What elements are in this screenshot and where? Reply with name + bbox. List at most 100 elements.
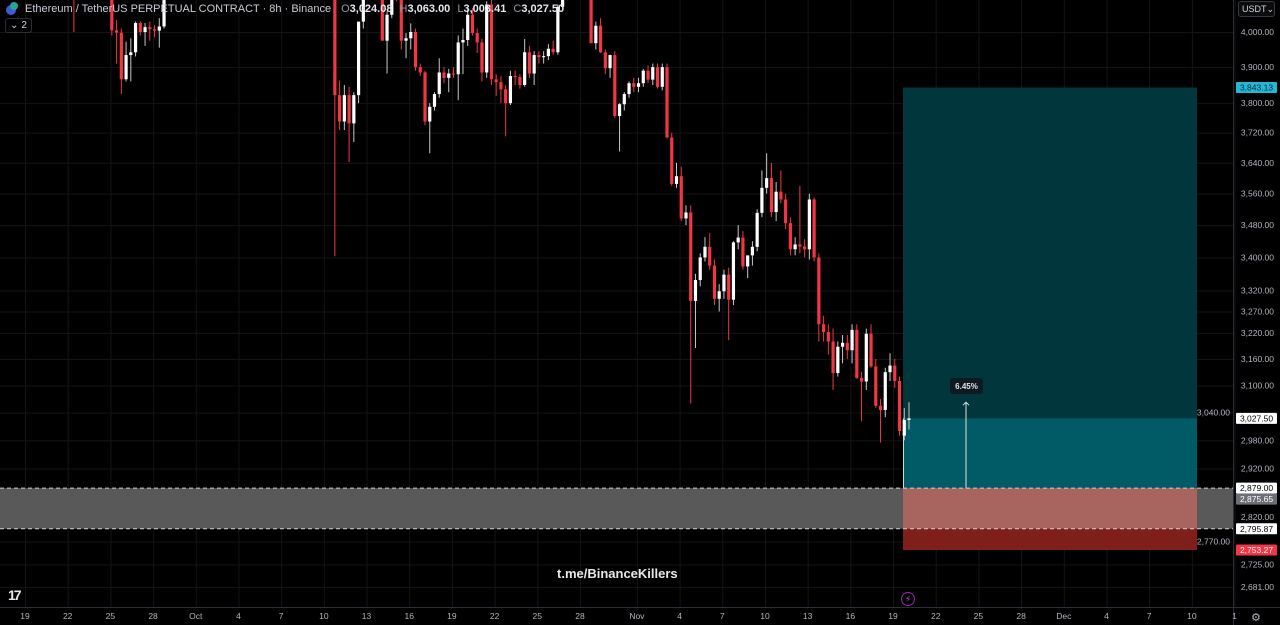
candle [622, 94, 626, 105]
tradingview-logo[interactable]: 17 [8, 587, 22, 603]
candle [532, 55, 536, 74]
candle [489, 4, 494, 80]
profit-zone [903, 418, 1197, 489]
candle [138, 23, 142, 32]
currency-selector[interactable]: USDT ⌄ [1238, 1, 1275, 17]
candle [461, 39, 465, 43]
time-tick-label: 16 [404, 611, 414, 621]
candle [765, 178, 769, 188]
candle [475, 33, 479, 43]
price-label-badge [1236, 482, 1277, 494]
time-tick-label: 25 [533, 611, 543, 621]
candle [603, 52, 607, 69]
position-tool[interactable] [0, 87, 1233, 551]
candle [447, 73, 451, 78]
candle [542, 56, 546, 58]
candle [480, 42, 484, 73]
time-axis[interactable]: 19 22 25 28 Oct 4 7 10 13 16 19 22 25 28 Nov 4 7 10 13 16 19… [20, 611, 1237, 621]
time-tick-label: 1 [1232, 611, 1237, 621]
candle [380, 0, 384, 41]
candle [456, 42, 460, 75]
candle [893, 365, 897, 382]
price-label-badge [1236, 493, 1277, 505]
price-label-text: 3,843.13 [1240, 82, 1273, 92]
position-move-label: 6.45% [950, 378, 983, 394]
price-tick-label: 3,270.00 [1241, 306, 1274, 316]
candle [523, 52, 527, 86]
price-label-text: 2,875.65 [1240, 494, 1273, 504]
candle [152, 29, 157, 31]
candle [385, 14, 389, 41]
price-label-badge [1236, 81, 1277, 93]
candle [727, 274, 731, 300]
time-tick-label: 28 [148, 611, 158, 621]
candle [779, 191, 783, 200]
candle [746, 255, 750, 267]
gear-icon[interactable]: ⚙ [1251, 612, 1261, 624]
candle [689, 212, 693, 301]
symbol-title[interactable]: Ethereum / TetherUS PERPETUAL CONTRACT ·… [25, 2, 332, 15]
chart-legend: Ethereum / TetherUS PERPETUAL CONTRACT ·… [6, 2, 564, 15]
candle [494, 79, 498, 83]
candle [864, 333, 868, 382]
price-tick-label: 3,320.00 [1241, 285, 1274, 295]
candle [627, 83, 631, 95]
candle [774, 191, 778, 213]
time-tick-label: Oct [189, 611, 203, 621]
candle [119, 32, 123, 80]
candle [508, 76, 513, 104]
price-label-text: 2,795.87 [1240, 524, 1273, 534]
candle [409, 32, 413, 39]
time-tick-label: Nov [629, 611, 645, 621]
candle [769, 178, 773, 213]
candle [442, 72, 446, 78]
candle [432, 94, 437, 107]
candle [660, 67, 664, 87]
time-tick-label: 28 [1016, 611, 1026, 621]
candle [670, 137, 674, 184]
lightning-icon[interactable]: ⚡ [901, 592, 915, 606]
candle [712, 265, 717, 299]
candle [902, 419, 906, 436]
ethereum-logo-icon [6, 2, 19, 15]
price-label-text: 3,027.50 [1240, 413, 1273, 423]
price-label-badge [1236, 523, 1277, 535]
candle [352, 95, 356, 124]
candle [803, 246, 807, 250]
candle [437, 72, 441, 95]
candle [423, 72, 427, 122]
candle [869, 333, 873, 367]
candle [741, 237, 745, 267]
time-tick-label: 25 [106, 611, 116, 621]
price-tick-label: 2,770.00 [1197, 537, 1230, 547]
candle [722, 274, 726, 292]
candle [428, 106, 432, 122]
price-tick-label: 3,160.00 [1241, 354, 1274, 364]
candle [551, 48, 555, 53]
indicators-toggle-button[interactable]: ⌄ 2 [5, 18, 32, 33]
stop-zone [903, 528, 1197, 551]
candle [831, 341, 835, 374]
indicators-count: 2 [21, 20, 27, 31]
candle [470, 14, 475, 34]
candle [157, 26, 161, 31]
price-axis[interactable]: 4,000.00 3,900.00 3,800.00 3,720.00 3,640.00… [1197, 27, 1274, 592]
overlay [962, 401, 970, 489]
candle [466, 14, 470, 40]
candle [537, 55, 541, 58]
candle [333, 0, 337, 96]
candle [613, 55, 617, 116]
high-value: 3,063.00 [407, 2, 451, 15]
candle [110, 0, 114, 31]
time-tick-label: 13 [362, 611, 372, 621]
candle [651, 67, 655, 80]
candle [784, 199, 788, 224]
time-tick-label: 4 [236, 611, 241, 621]
candle [793, 244, 797, 250]
time-tick-label: 22 [63, 611, 73, 621]
candle [124, 55, 128, 80]
chevron-down-icon: ⌄ [1266, 3, 1275, 14]
candle [812, 199, 816, 258]
candle [798, 244, 802, 247]
